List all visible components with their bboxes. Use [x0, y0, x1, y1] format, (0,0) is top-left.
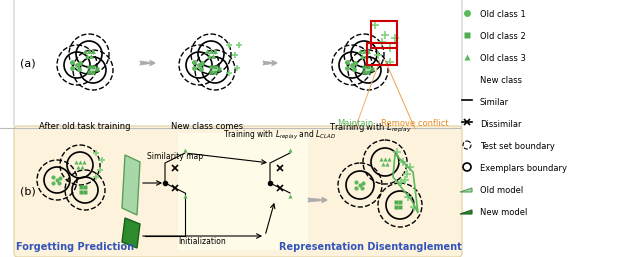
Polygon shape — [122, 218, 140, 248]
FancyBboxPatch shape — [14, 0, 462, 129]
Text: Dissimilar: Dissimilar — [480, 120, 522, 129]
Text: Old model: Old model — [480, 186, 524, 195]
Text: Exemplars boundary: Exemplars boundary — [480, 164, 567, 173]
Text: Test set boundary: Test set boundary — [480, 142, 555, 151]
FancyBboxPatch shape — [178, 133, 308, 250]
Polygon shape — [122, 155, 140, 215]
Text: Old class 1: Old class 1 — [480, 10, 525, 19]
Text: After old task training: After old task training — [39, 122, 131, 131]
Text: Training with $L_{replay}$: Training with $L_{replay}$ — [329, 122, 412, 135]
Text: Maintain: Maintain — [337, 119, 373, 128]
Text: New model: New model — [480, 208, 527, 217]
Text: Forgetting Prediction: Forgetting Prediction — [16, 242, 134, 252]
Text: Similar: Similar — [480, 98, 509, 107]
FancyBboxPatch shape — [14, 126, 462, 257]
Text: Similarity map: Similarity map — [147, 152, 203, 161]
Text: Initialization: Initialization — [178, 237, 226, 246]
Text: Representation Disentanglement: Representation Disentanglement — [278, 242, 461, 252]
Text: New class: New class — [480, 76, 522, 85]
Polygon shape — [460, 210, 472, 214]
Text: Old class 2: Old class 2 — [480, 32, 525, 41]
Text: Remove conflict: Remove conflict — [381, 119, 449, 128]
Polygon shape — [460, 188, 472, 192]
Text: Old class 3: Old class 3 — [480, 54, 526, 63]
Text: (b): (b) — [20, 187, 36, 197]
Text: Training with $L_{replay}$ and $L_{CLAD}$: Training with $L_{replay}$ and $L_{CLAD}… — [223, 129, 337, 142]
Text: New class comes: New class comes — [171, 122, 243, 131]
Text: (a): (a) — [20, 58, 36, 68]
